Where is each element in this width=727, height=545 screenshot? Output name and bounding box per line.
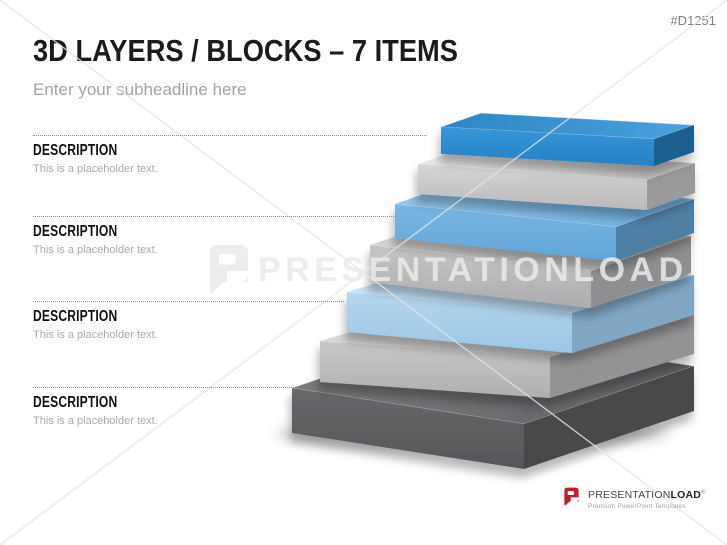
brand-name: PRESENTATIONLOAD® <box>588 490 706 501</box>
brand-texts: PRESENTATIONLOAD® Premium PowerPoint Tem… <box>588 487 706 510</box>
brand-tagline: Premium PowerPoint Templates <box>588 503 686 510</box>
brand-name-regular: PRESENTATION <box>588 489 671 501</box>
brand-logo: PRESENTATIONLOAD® Premium PowerPoint Tem… <box>564 487 706 510</box>
brand-name-bold: LOAD <box>670 489 702 501</box>
registered-mark: ® <box>701 490 706 496</box>
brand-p-icon <box>564 487 579 506</box>
